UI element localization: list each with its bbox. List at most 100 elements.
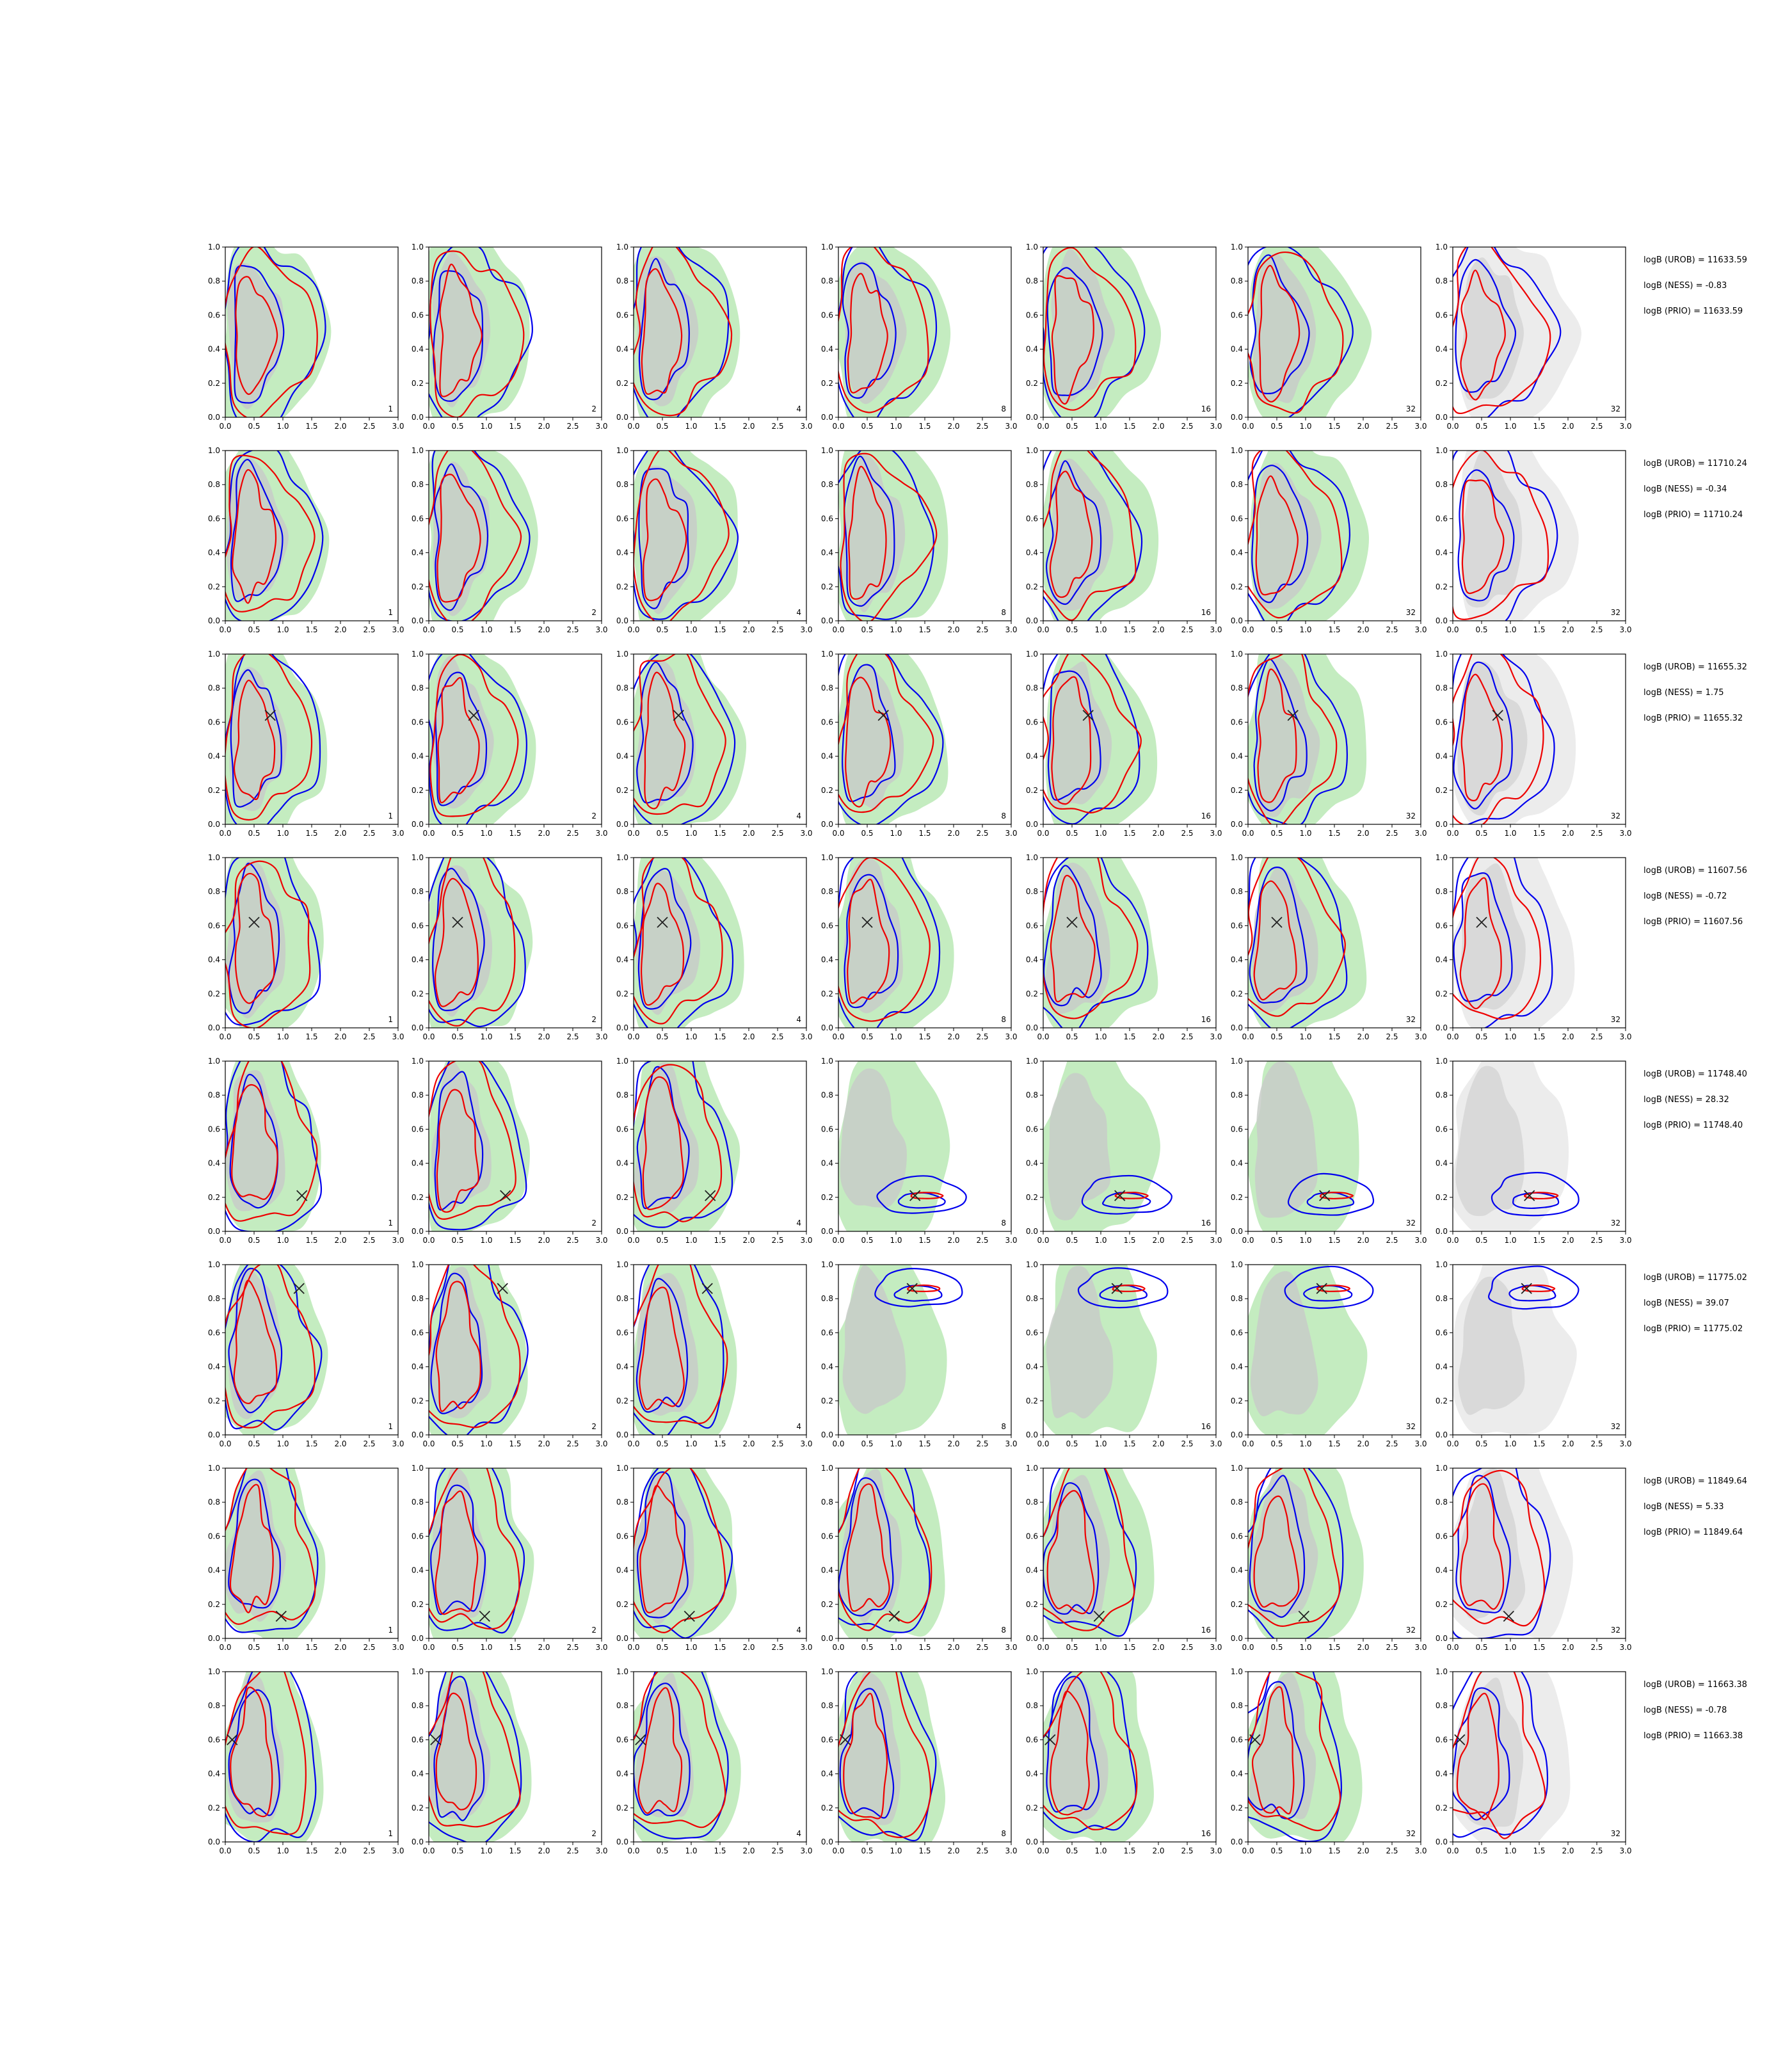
y-tick-label: 0.8 — [1026, 1091, 1038, 1100]
posterior-fill-inner — [844, 858, 903, 1014]
y-tick-label: 0.6 — [1436, 310, 1448, 319]
y-tick-label: 1.0 — [208, 1464, 220, 1473]
y-tick-label: 0.8 — [1436, 480, 1448, 489]
y-tick-label: 0.4 — [1026, 1566, 1038, 1575]
y-tick-label: 0.0 — [208, 1634, 220, 1643]
x-tick-label: 0.0 — [627, 1439, 639, 1448]
x-tick-label: 1.5 — [509, 422, 521, 431]
y-tick-label: 0.8 — [208, 887, 220, 896]
y-tick-label: 0.8 — [821, 1294, 833, 1303]
y-tick-label: 0.4 — [1231, 345, 1243, 354]
y-tick-label: 0.8 — [1026, 276, 1038, 285]
x-tick-label: 3.0 — [1619, 1846, 1631, 1855]
contour-red-inner — [848, 465, 887, 600]
y-tick-label: 0.8 — [1436, 887, 1448, 896]
panel-r1-c4: 0.0 0.5 1.0 1.5 2.0 2.5 3.0 0.0 0.2 0.4 0.6 0.8 1.0 8 — [821, 243, 1018, 431]
contour-red-inner — [435, 1692, 477, 1811]
y-tick-label: 0.2 — [208, 786, 220, 795]
contour-red-inner — [1253, 1495, 1300, 1608]
contour-red-outer — [1248, 858, 1346, 1017]
x-tick-label: 0.0 — [219, 1439, 231, 1448]
panel-column-label: 32 — [1611, 1626, 1620, 1635]
y-tick-label: 0.4 — [821, 548, 833, 557]
y-tick-label: 0.2 — [412, 786, 424, 795]
y-tick-label: 0.4 — [1231, 548, 1243, 557]
x-tick-label: 1.0 — [1504, 1439, 1516, 1448]
x-tick-label: 0.0 — [1037, 422, 1049, 431]
panel-r2-c3: 0.0 0.5 1.0 1.5 2.0 2.5 3.0 0.0 0.2 0.4 0.6 0.8 1.0 4 — [616, 446, 813, 634]
panel-column-label: 16 — [1201, 1829, 1211, 1838]
x-tick-label: 2.5 — [363, 625, 375, 634]
contour-red-outer — [1043, 247, 1137, 411]
panel-contours — [1043, 1672, 1154, 1842]
y-tick-label: 0.6 — [412, 921, 424, 930]
y-tick-label: 0.0 — [821, 1023, 833, 1032]
y-tick-label: 0.0 — [616, 1023, 628, 1032]
y-tick-label: 0.6 — [616, 310, 628, 319]
contour-red-outer — [1112, 1284, 1146, 1292]
x-tick-label: 1.0 — [480, 1032, 492, 1041]
x-tick-label: 1.5 — [509, 1846, 521, 1855]
posterior-fill-inner — [225, 860, 286, 1019]
y-tick-label: 0.4 — [1436, 1566, 1448, 1575]
x-tick-label: 2.0 — [1152, 1846, 1164, 1855]
y-tick-label: 1.0 — [616, 1260, 628, 1269]
y-tick-label: 1.0 — [1436, 446, 1448, 455]
logb-annotation: logB (UROB) = 11633.59 — [1644, 255, 1747, 265]
y-tick-label: 0.4 — [412, 956, 424, 964]
x-tick-label: 0.0 — [832, 1643, 844, 1652]
panel-contours — [429, 1672, 532, 1842]
panel-contours — [838, 858, 954, 1028]
x-tick-label: 0.0 — [1446, 422, 1459, 431]
x-tick-label: 0.5 — [656, 1032, 668, 1041]
contour-blue-inner — [636, 1066, 690, 1210]
x-tick-label: 3.0 — [1414, 829, 1427, 838]
y-tick-label: 0.8 — [821, 480, 833, 489]
y-tick-label: 1.0 — [412, 650, 424, 659]
x-tick-label: 0.5 — [861, 1643, 873, 1652]
x-tick-label: 0.0 — [1037, 625, 1049, 634]
y-tick-label: 0.0 — [208, 820, 220, 829]
y-tick-label: 0.2 — [821, 989, 833, 998]
contour-red-outer — [1043, 1672, 1138, 1830]
x-tick-label: 1.0 — [276, 1846, 289, 1855]
x-tick-label: 3.0 — [1005, 1236, 1017, 1245]
truth-marker — [1114, 1190, 1126, 1201]
x-tick-label: 2.5 — [566, 625, 579, 634]
x-tick-label: 2.0 — [1562, 1643, 1574, 1652]
y-tick-label: 0.6 — [821, 1124, 833, 1133]
contour-blue-inner — [844, 874, 899, 1009]
y-tick-label: 0.6 — [1436, 514, 1448, 523]
contour-blue-inner — [228, 862, 280, 1014]
x-tick-label: 2.5 — [1181, 1236, 1193, 1245]
x-tick-label: 2.0 — [947, 1032, 959, 1041]
contour-blue-outer — [225, 1468, 319, 1633]
x-tick-label: 2.5 — [1590, 1439, 1603, 1448]
contour-blue-outer — [634, 1468, 733, 1638]
x-tick-label: 1.0 — [276, 1032, 289, 1041]
x-tick-label: 2.0 — [1562, 829, 1574, 838]
y-tick-label: 1.0 — [208, 1667, 220, 1676]
contour-red-inner — [1258, 264, 1300, 403]
x-tick-label: 1.0 — [1299, 1032, 1311, 1041]
x-tick-label: 3.0 — [1414, 625, 1427, 634]
y-tick-label: 0.0 — [1436, 1227, 1448, 1236]
y-tick-label: 1.0 — [208, 446, 220, 455]
x-tick-label: 0.5 — [451, 1846, 463, 1855]
panel-contours — [429, 247, 533, 417]
x-tick-label: 2.0 — [1357, 1236, 1369, 1245]
truth-marker — [1271, 916, 1283, 928]
y-tick-label: 0.6 — [616, 921, 628, 930]
y-tick-label: 0.4 — [1436, 1770, 1448, 1779]
panel-r7-c4: 0.0 0.5 1.0 1.5 2.0 2.5 3.0 0.0 0.2 0.4 0.6 0.8 1.0 8 — [821, 1464, 1018, 1652]
x-tick-label: 0.0 — [1446, 1032, 1459, 1041]
panel-r5-c3: 0.0 0.5 1.0 1.5 2.0 2.5 3.0 0.0 0.2 0.4 0.6 0.8 1.0 4 — [616, 1057, 813, 1245]
y-tick-label: 0.2 — [821, 786, 833, 795]
y-tick-label: 0.0 — [1231, 1227, 1243, 1236]
y-tick-label: 0.4 — [1026, 1363, 1038, 1372]
y-tick-label: 0.0 — [1436, 616, 1448, 625]
y-tick-label: 0.2 — [1026, 1804, 1038, 1812]
contour-red-outer — [1316, 1284, 1350, 1292]
contour-red-outer — [1453, 1469, 1546, 1627]
x-tick-label: 0.5 — [861, 625, 873, 634]
